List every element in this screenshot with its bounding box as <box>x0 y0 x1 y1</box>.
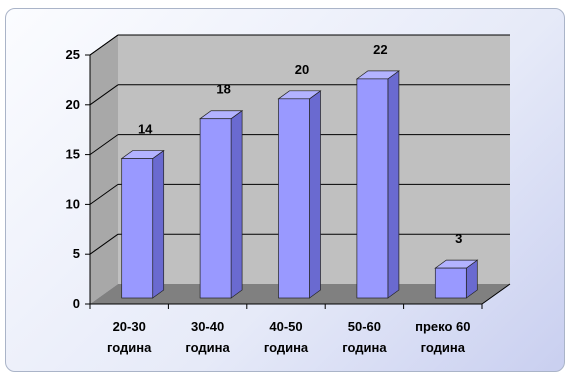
x-tick-label: година <box>107 340 152 355</box>
x-tick-label: 50-60 <box>348 319 381 334</box>
bar-side <box>309 90 321 299</box>
gridline-side <box>89 84 119 106</box>
x-tick-label: 30-40 <box>191 319 224 334</box>
bar-side <box>230 110 243 299</box>
data-label: 22 <box>373 42 387 57</box>
bar <box>434 259 479 299</box>
x-tick-label: 40-50 <box>269 319 302 334</box>
gridline-side <box>89 134 119 156</box>
data-label: 14 <box>138 122 153 137</box>
bar-side <box>387 70 400 299</box>
bar-front <box>199 118 232 299</box>
y-tick-label: 5 <box>73 246 80 261</box>
gridline-side <box>89 183 119 205</box>
bar-front <box>356 78 389 299</box>
floor-edge <box>481 283 511 305</box>
y-tick-label: 0 <box>73 296 80 311</box>
y-tick-label: 10 <box>66 196 80 211</box>
y-tick-label: 25 <box>66 47 80 62</box>
gridline-side <box>89 233 119 255</box>
data-label: 20 <box>295 62 309 77</box>
bar-front <box>278 98 310 299</box>
x-tick-label: година <box>185 340 230 355</box>
bar-front <box>121 158 154 299</box>
x-tick-label: година <box>421 340 466 355</box>
data-label: 18 <box>216 82 230 97</box>
bar-front <box>434 267 467 299</box>
data-label: 3 <box>455 231 462 246</box>
bar <box>355 70 400 299</box>
x-tick-label: 20-30 <box>113 319 146 334</box>
side-wall <box>90 35 118 304</box>
x-tick-label: преко 60 <box>415 319 470 334</box>
bar <box>120 149 165 299</box>
y-tick-label: 20 <box>66 97 80 112</box>
side-top-edge <box>89 34 119 56</box>
x-tick-label: година <box>342 340 387 355</box>
bar <box>277 90 322 299</box>
bar-side <box>152 149 165 299</box>
bar <box>199 110 244 299</box>
y-tick-label: 15 <box>66 147 80 162</box>
x-tick-label: година <box>264 340 309 355</box>
